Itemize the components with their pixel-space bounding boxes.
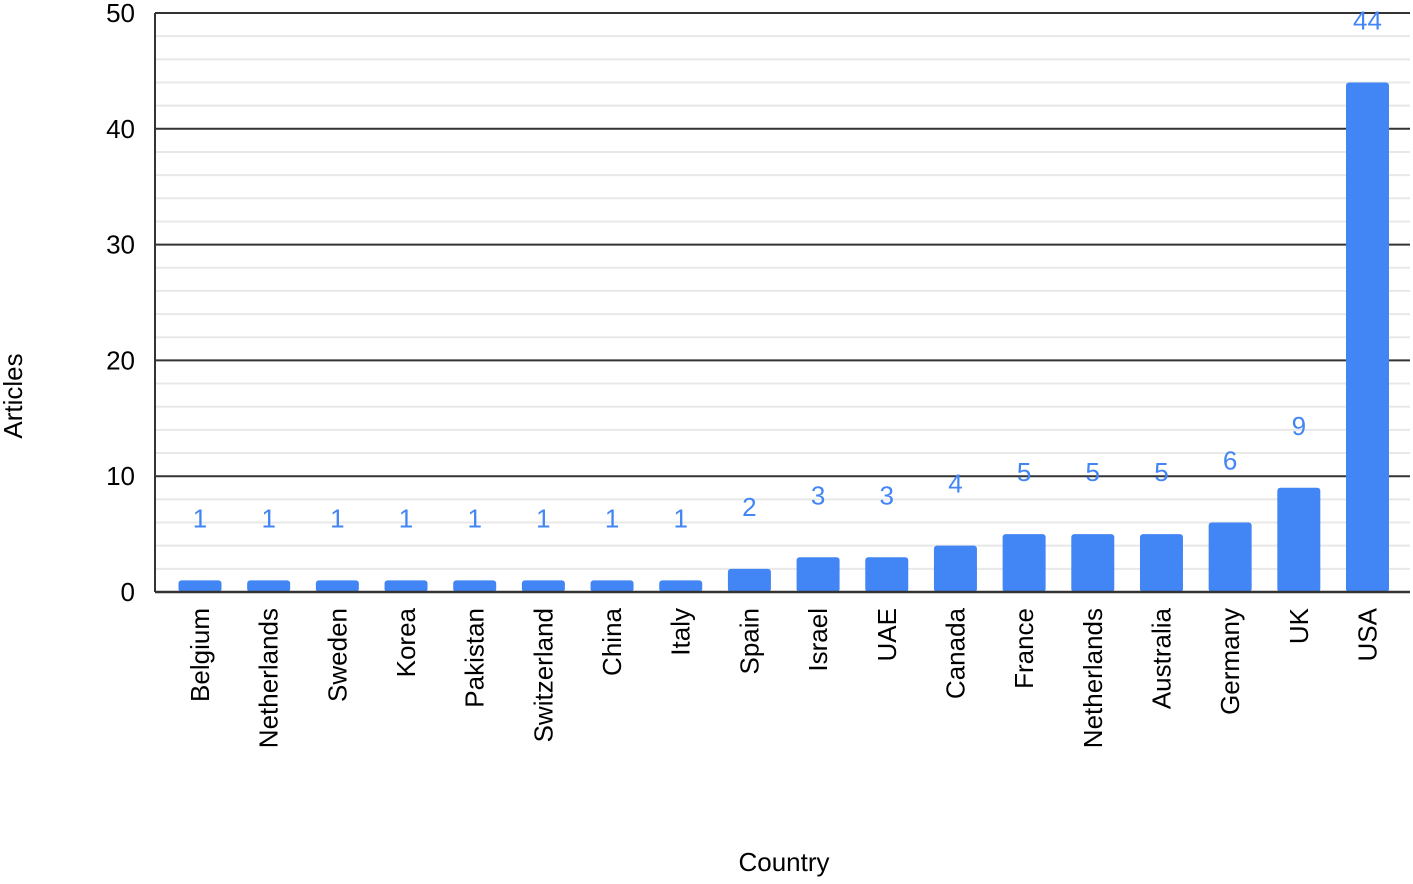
x-tick-label: Belgium [185,608,215,702]
data-label: 44 [1353,5,1382,35]
x-tick-labels: Belgium Netherlands Sweden Korea Pakistan Swi… [185,607,1383,748]
x-axis-title: Country [738,847,829,877]
data-label: 1 [674,503,688,533]
data-label: 1 [193,503,207,533]
x-tick-label: Netherlands [254,608,284,748]
y-tick-label: 40 [106,114,135,144]
y-tick-label: 20 [106,345,135,375]
bar [1002,534,1046,592]
data-label: 5 [1154,457,1168,487]
y-tick-label: 30 [106,230,135,260]
x-tick-label: Netherlands [1078,608,1108,748]
major-gridlines [155,12,1410,478]
x-tick-label: Korea [391,607,421,677]
data-label: 1 [330,503,344,533]
y-tick-labels: 0 10 20 30 40 50 [106,0,135,607]
data-label: 2 [742,492,756,522]
data-label: 9 [1292,411,1306,441]
minor-gridlines [155,35,1410,570]
bar [1208,522,1252,592]
data-label: 1 [536,503,550,533]
bar [659,580,703,592]
x-tick-label: China [597,607,627,675]
bar [453,580,497,592]
data-label: 5 [1086,457,1100,487]
bar [247,580,291,592]
data-label: 1 [399,503,413,533]
bar [1139,534,1183,592]
x-tick-label: Sweden [322,608,352,702]
data-label: 6 [1223,446,1237,476]
bar [796,557,840,592]
y-tick-label: 10 [106,461,135,491]
data-label: 3 [811,480,825,510]
bar [1346,82,1389,592]
bars-group [178,82,1389,592]
y-tick-label: 50 [106,0,135,28]
data-labels-group: 1 1 1 1 1 1 1 1 2 3 3 4 5 5 5 6 9 44 [193,5,1382,533]
bar [1277,487,1321,592]
bar [1071,534,1115,592]
x-tick-label: Canada [940,607,970,699]
x-tick-label: Italy [666,608,696,656]
bar [590,580,634,592]
data-label: 4 [948,469,962,499]
y-axis-title: Articles [0,353,28,438]
x-tick-label: Pakistan [460,608,490,708]
bar [384,580,428,592]
x-tick-label: Australia [1146,607,1176,709]
x-tick-label: Switzerland [528,608,558,742]
data-label: 1 [605,503,619,533]
x-tick-label: France [1009,608,1039,689]
x-tick-label: Spain [734,608,764,675]
data-label: 1 [261,503,275,533]
x-tick-label: UAE [872,608,902,661]
bar [521,580,565,592]
bar [315,580,359,592]
x-tick-label: Israel [803,608,833,672]
x-tick-label: USA [1353,607,1383,661]
data-label: 5 [1017,457,1031,487]
bar [178,580,222,592]
x-tick-label: Germany [1215,608,1245,715]
bar [933,545,977,592]
bar [865,557,909,592]
data-label: 1 [467,503,481,533]
x-tick-label: UK [1284,607,1314,644]
y-tick-label: 0 [121,577,135,607]
data-label: 3 [880,480,894,510]
bar [727,568,771,592]
